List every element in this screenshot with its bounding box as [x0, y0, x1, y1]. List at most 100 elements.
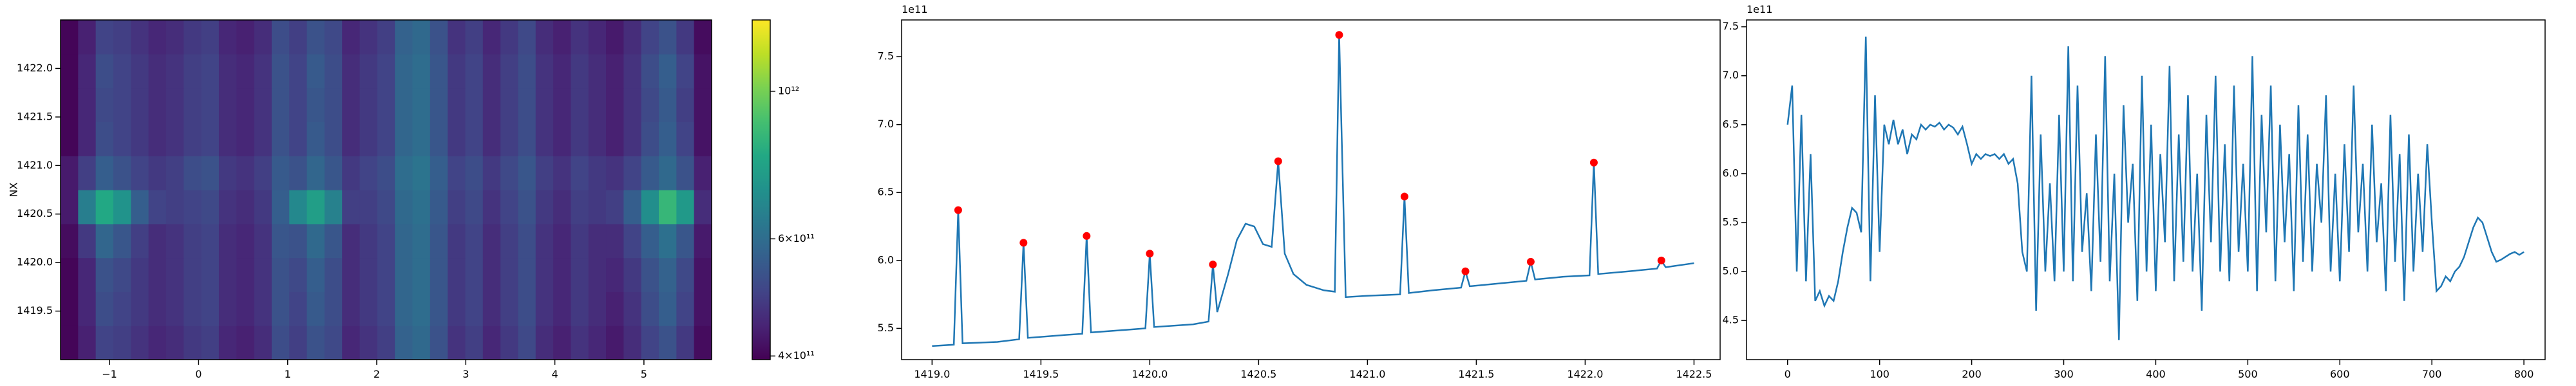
heatmap-cell	[342, 20, 361, 55]
heatmap-cell	[500, 257, 519, 292]
heatmap-cell	[289, 223, 308, 259]
heatmap-cell	[500, 190, 519, 225]
heatmap-cell	[201, 223, 220, 259]
y-tick-label: 5.5	[1723, 216, 1739, 228]
heatmap-cell	[395, 87, 413, 122]
heatmap-cell	[148, 122, 167, 156]
heatmap-cell	[218, 257, 237, 292]
heatmap-cell	[412, 257, 431, 292]
heatmap-cell	[694, 87, 712, 122]
heatmap-cell	[78, 87, 97, 122]
y-tick-label: 1420.5	[17, 207, 53, 219]
heatmap-cell	[184, 326, 202, 360]
heatmap-cell	[659, 87, 677, 122]
heatmap-cell	[676, 156, 695, 190]
heatmap-cell	[482, 53, 501, 89]
heatmap-cell	[553, 87, 572, 122]
heatmap-cell	[395, 190, 413, 225]
heatmap-cell	[95, 190, 114, 225]
x-tick-label: 1422.0	[1567, 368, 1603, 380]
heatmap-cell	[412, 190, 431, 225]
heatmap-cell	[448, 223, 466, 259]
heatmap-cell	[500, 122, 519, 156]
heatmap-cell	[148, 87, 167, 122]
heatmap-cell	[289, 291, 308, 326]
heatmap-cell	[395, 122, 413, 156]
heatmap-cell	[465, 87, 484, 122]
peak-marker	[1461, 267, 1470, 275]
heatmap-cell	[430, 291, 448, 326]
heatmap-cell	[342, 87, 361, 122]
x-tick-label: 1421.0	[1349, 368, 1385, 380]
heatmap-cell	[95, 326, 114, 360]
heatmap-cell	[553, 291, 572, 326]
heatmap-cell	[465, 53, 484, 89]
heatmap-cell	[254, 87, 272, 122]
heatmap-cell	[465, 291, 484, 326]
peak-marker	[1526, 257, 1535, 266]
heatmap-cell	[500, 291, 519, 326]
heatmap-cell	[166, 53, 184, 89]
heatmap-cell	[676, 257, 695, 292]
heatmap-cell	[518, 223, 536, 259]
x-tick-label: 1420.0	[1132, 368, 1168, 380]
heatmap-cell	[606, 190, 624, 225]
heatmap-cell	[535, 257, 554, 292]
heatmap-cell	[412, 326, 431, 360]
heatmap-cell	[324, 87, 343, 122]
heatmap-cell	[61, 87, 79, 122]
heatmap-cell	[236, 87, 255, 122]
heatmap-cell	[571, 291, 589, 326]
heatmap-cell	[324, 122, 343, 156]
heatmap-cell	[236, 223, 255, 259]
heatmap-cell	[448, 53, 466, 89]
heatmap-cell	[236, 291, 255, 326]
heatmap-cell	[236, 122, 255, 156]
heatmap-cell	[553, 326, 572, 360]
x-tick-label: 0	[195, 368, 202, 380]
heatmap-cell	[623, 122, 642, 156]
peak-marker	[1274, 157, 1282, 165]
heatmap-cell	[694, 156, 712, 190]
heatmap-cell	[184, 122, 202, 156]
heatmap-cell	[535, 291, 554, 326]
heatmap-cell	[641, 291, 659, 326]
heatmap-cell	[377, 20, 395, 55]
heatmap-cell	[324, 257, 343, 292]
heatmap-cell	[623, 291, 642, 326]
heatmap-cell	[606, 20, 624, 55]
heatmap-cell	[588, 156, 607, 190]
heatmap-cell	[166, 291, 184, 326]
heatmap-cell	[113, 190, 131, 225]
y-axis-label: NX	[8, 183, 20, 198]
heatmap-cell	[482, 190, 501, 225]
peak-marker	[1657, 256, 1665, 264]
heatmap-cell	[201, 122, 220, 156]
heatmap-cell	[448, 20, 466, 55]
data-line	[932, 35, 1694, 347]
heatmap-cell	[324, 53, 343, 89]
heatmap-cell	[271, 20, 290, 55]
heatmap-cell	[324, 156, 343, 190]
peak-marker	[1019, 239, 1028, 247]
heatmap-cell	[588, 122, 607, 156]
heatmap-cell	[95, 156, 114, 190]
heatmap-cell	[78, 326, 97, 360]
heatmap-cell	[342, 326, 361, 360]
heatmap-cell	[659, 257, 677, 292]
heatmap-cell	[254, 122, 272, 156]
heatmap-cell	[254, 291, 272, 326]
heatmap-cell	[694, 190, 712, 225]
heatmap-cell	[78, 291, 97, 326]
heatmap-cell	[254, 156, 272, 190]
heatmap-cell	[307, 223, 325, 259]
heatmap-cell	[95, 20, 114, 55]
heatmap-cell	[131, 53, 149, 89]
y-tick-label: 6.5	[1723, 118, 1739, 130]
heatmap-cell	[95, 257, 114, 292]
heatmap-cell	[588, 87, 607, 122]
heatmap-cell	[659, 190, 677, 225]
heatmap-cell	[289, 326, 308, 360]
x-tick-label: 5	[641, 368, 647, 380]
x-tick-label: 800	[2514, 368, 2534, 380]
